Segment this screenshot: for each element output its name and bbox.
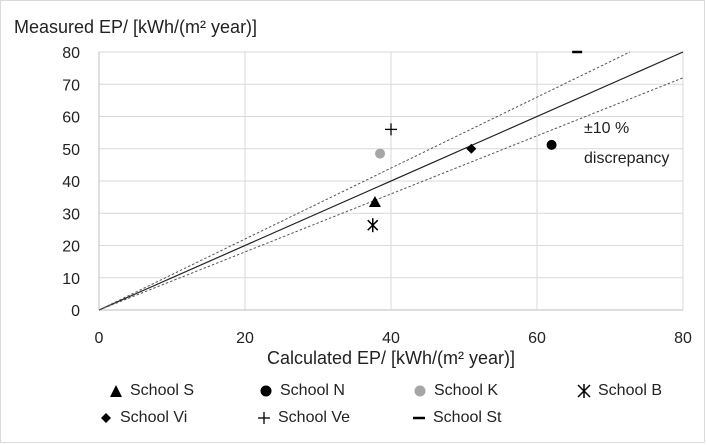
- y-tick-label: 70: [62, 77, 80, 94]
- legend-label: School Ve: [278, 409, 351, 426]
- legend-item-school-b: School B: [576, 382, 662, 400]
- tick-labels: 0 10 20 30 40 50 60 70 80 0 20 40 60 80: [62, 45, 692, 347]
- x-axis-title: Calculated EP/ [kWh/(m² year)]: [267, 348, 515, 368]
- x-tick-label: 60: [528, 330, 546, 347]
- legend-label: School B: [598, 382, 663, 399]
- discrepancy-annotation-line1: ±10 %: [584, 120, 629, 137]
- data-point-school-n: [546, 139, 557, 150]
- y-tick-label: 30: [62, 206, 80, 223]
- scatter-chart: 0 10 20 30 40 50 60 70 80 0 20 40 60 80 Measured EP/ …: [14, 17, 692, 368]
- x-tick-label: 20: [236, 330, 254, 347]
- data-points: [367, 50, 583, 233]
- diamond-marker-icon: [98, 410, 114, 426]
- legend-item-school-ve: School Ve: [256, 409, 350, 427]
- data-point-school-vi: [466, 143, 477, 154]
- x-tick-label: 80: [674, 330, 692, 347]
- y-tick-label: 40: [62, 174, 80, 191]
- legend-item-school-n: School N: [258, 382, 345, 400]
- legend-label: School St: [433, 409, 502, 426]
- data-point-school-ve: [385, 123, 397, 136]
- circle-marker-icon: [258, 383, 274, 399]
- y-tick-label: 10: [62, 271, 80, 288]
- plus-marker-icon: [256, 410, 272, 426]
- x-tick-label: 0: [95, 330, 104, 347]
- legend-item-school-s: School S: [108, 382, 194, 400]
- legend-row-2: School Vi School Ve School St: [96, 409, 696, 436]
- legend-label: School N: [280, 382, 345, 399]
- discrepancy-annotation-line2: discrepancy: [584, 150, 669, 167]
- x-tick-label: 40: [382, 330, 400, 347]
- y-tick-label: 60: [62, 110, 80, 127]
- reference-line-1to1: [98, 51, 684, 311]
- legend-item-school-vi: School Vi: [98, 409, 187, 427]
- legend-label: School K: [434, 382, 499, 399]
- asterisk-marker-icon: [576, 383, 592, 399]
- grid-lines: [98, 51, 684, 311]
- triangle-marker-icon: [108, 383, 124, 399]
- legend: School S School N School K School B: [96, 382, 696, 436]
- y-tick-label: 20: [62, 239, 80, 256]
- reference-line-10pct: [98, 77, 684, 311]
- reference-lines: [98, 51, 684, 311]
- legend-label: School S: [130, 382, 195, 399]
- data-point-school-k: [375, 148, 386, 159]
- dash-marker-icon: [411, 410, 427, 426]
- legend-item-school-st: School St: [411, 409, 501, 427]
- legend-item-school-k: School K: [412, 382, 498, 400]
- y-axis-title: Measured EP/ [kWh/(m² year)]: [14, 17, 257, 37]
- data-point-school-s: [368, 195, 381, 207]
- reference-line-10pct: [98, 51, 631, 311]
- legend-row-1: School S School N School K School B: [96, 382, 696, 409]
- circle-marker-icon: [412, 383, 428, 399]
- y-tick-label: 50: [62, 142, 80, 159]
- legend-label: School Vi: [120, 409, 188, 426]
- data-point-school-b: [367, 218, 379, 233]
- y-tick-label: 0: [71, 303, 80, 320]
- y-tick-label: 80: [62, 45, 80, 62]
